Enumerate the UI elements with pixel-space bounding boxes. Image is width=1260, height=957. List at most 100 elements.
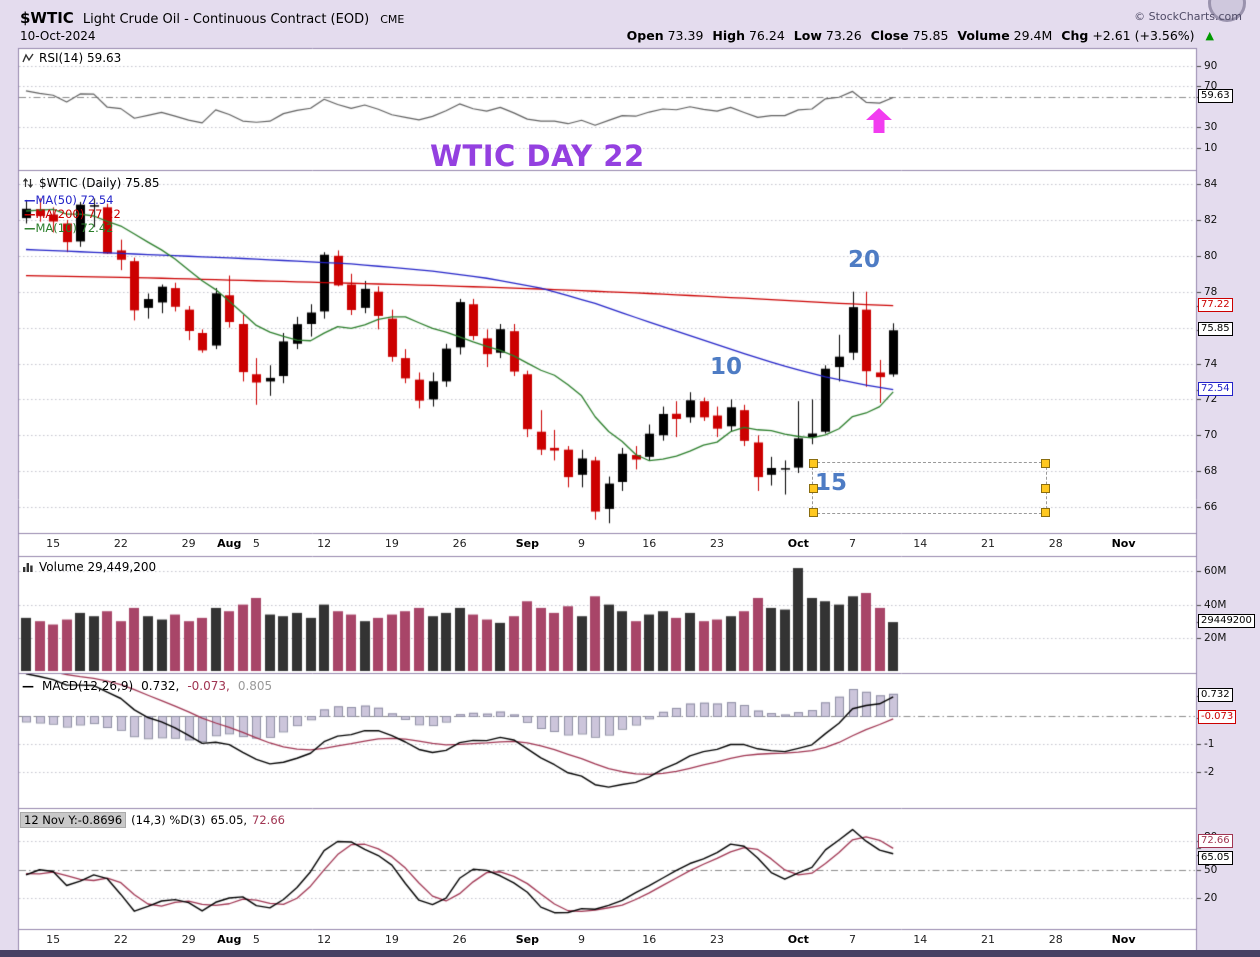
axis-value-box: 0.732 [1198, 687, 1233, 702]
bottom-bar [0, 950, 1260, 957]
annotation-10[interactable]: 10 [710, 354, 743, 380]
x-tick-label: 5 [252, 933, 260, 946]
x-tick-label: 16 [642, 537, 657, 550]
chart-header: $WTIC Light Crude Oil - Continuous Contr… [20, 8, 404, 27]
line-chart-icon [22, 53, 34, 63]
quote-volume: Volume 29.4M [957, 28, 1053, 43]
selection-handle[interactable] [1041, 484, 1050, 493]
x-tick-label: 22 [113, 537, 128, 550]
axis-value-box: 75.85 [1198, 322, 1233, 337]
annotation-15[interactable]: 15 [815, 470, 848, 496]
x-tick-label: 22 [113, 933, 128, 946]
quote-high: High 76.24 [712, 28, 785, 43]
chart-title: Light Crude Oil - Continuous Contract (E… [82, 12, 370, 27]
axis-value-box: 72.54 [1198, 381, 1233, 396]
quote-change: Chg +2.61 (+3.56%) [1061, 28, 1195, 43]
x-tick-label: 5 [252, 537, 260, 550]
macd-hist-value: 0.805 [237, 679, 273, 693]
annotation-selection-box[interactable] [809, 459, 1050, 517]
quote-close: Close 75.85 [870, 28, 949, 43]
legend-ma50: —MA(50) 72.54 [24, 193, 114, 207]
axis-label: 30 [1204, 121, 1218, 134]
x-tick-label: 21 [981, 537, 996, 550]
axis-label: 20 [1204, 892, 1218, 904]
x-tick-label: 26 [452, 933, 467, 946]
selection-handle[interactable] [809, 484, 818, 493]
macd-legend: — MACD(12,26,9) 0.732, -0.073, 0.805 [22, 679, 275, 693]
x-tick-label: 7 [849, 933, 857, 946]
line-swatch-red: — [24, 207, 36, 221]
line-swatch-blue: — [24, 193, 36, 207]
selection-handle[interactable] [809, 459, 818, 468]
x-tick-label: 15 [46, 933, 61, 946]
line-swatch-green: — [24, 221, 36, 235]
annotation-up-arrow-icon[interactable] [864, 107, 894, 134]
axis-value-box: 72.66 [1198, 833, 1233, 848]
bar-chart-icon [23, 563, 33, 572]
axis-value-box: 77.22 [1198, 297, 1233, 312]
axis-label: 84 [1204, 178, 1218, 190]
volume-legend: Volume 29,449,200 [22, 560, 156, 574]
x-axis-bottom: 15 22 29 Aug 5 12 19 26 Sep 9 16 23 Oct 7 14 21 28 Nov [18, 929, 1196, 951]
axis-label: -2 [1204, 766, 1215, 778]
x-tick-label: 19 [384, 537, 399, 550]
axis-label: 10 [1204, 141, 1218, 154]
quote-open: Open 73.39 [626, 28, 704, 43]
x-tick-label: 28 [1048, 933, 1063, 946]
selection-handle[interactable] [1041, 508, 1050, 517]
rsi-label: RSI(14) 59.63 [39, 51, 122, 65]
legend-ma10: —MA(10) 72.42 [24, 221, 114, 235]
symbol-label: $WTIC [20, 9, 74, 27]
axis-label: 60M [1204, 565, 1227, 578]
x-tick-label: 14 [913, 933, 928, 946]
x-tick-label: Nov [1111, 933, 1136, 946]
x-tick-label: 7 [849, 537, 857, 550]
axis-value-box: 29449200 [1198, 614, 1255, 629]
x-tick-label: 29 [181, 537, 196, 550]
axis-label: -1 [1204, 738, 1215, 750]
chart-date: 10-Oct-2024 [20, 29, 96, 43]
annotation-wtic-day-22[interactable]: WTIC DAY 22 [430, 139, 645, 173]
quote-low: Low 73.26 [793, 28, 862, 43]
x-tick-label: Aug [217, 933, 242, 946]
exchange-label: CME [380, 13, 405, 26]
rsi-legend: RSI(14) 59.63 [22, 51, 121, 65]
axis-label: 72 [1204, 393, 1218, 406]
change-up-icon: ▲ [1205, 29, 1214, 42]
volume-label: Volume 29,449,200 [39, 560, 157, 574]
x-tick-label: Sep [515, 933, 539, 946]
stoch-d-value: 72.66 [252, 813, 285, 827]
selection-handle[interactable] [809, 508, 818, 517]
axis-label: 70 [1204, 429, 1218, 442]
line-swatch-black: — [22, 679, 34, 693]
x-tick-label: 12 [317, 537, 332, 550]
x-tick-label: Aug [217, 537, 242, 550]
y-axis: 90 70 30 10 59.63 84 82 80 78 74 72 70 68 66 77.22 75.8… [1196, 48, 1260, 951]
x-tick-label: 14 [913, 537, 928, 550]
x-tick-label: 29 [181, 933, 196, 946]
x-tick-label: 21 [981, 933, 996, 946]
legend-ma200: —MA(200) 77.22 [24, 207, 121, 221]
x-tick-label: 9 [578, 537, 586, 550]
axis-label: 40M [1204, 598, 1227, 611]
x-tick-label: 26 [452, 537, 467, 550]
x-tick-label: 28 [1048, 537, 1063, 550]
x-tick-label: 9 [578, 933, 586, 946]
selection-handle[interactable] [1041, 459, 1050, 468]
axis-value-box: 65.05 [1198, 851, 1233, 866]
axis-label: 80 [1204, 249, 1218, 262]
axis-label: 90 [1204, 60, 1218, 72]
x-tick-label: 15 [46, 537, 61, 550]
axis-value-box: 59.63 [1198, 88, 1233, 103]
annotation-20[interactable]: 20 [848, 247, 881, 273]
axis-label: 68 [1204, 465, 1218, 478]
stoch-label: (14,3) %D(3) [131, 813, 206, 827]
copyright: © StockCharts.com [1134, 10, 1242, 23]
axis-label: 20M [1204, 631, 1227, 644]
crosshair-tooltip: 12 Nov Y:-0.8696 [20, 812, 127, 828]
stoch-k-value: 65.05, [210, 813, 248, 827]
price-legend: $WTIC (Daily) 75.85 [22, 176, 159, 190]
macd-signal-value: -0.073, [187, 679, 230, 693]
